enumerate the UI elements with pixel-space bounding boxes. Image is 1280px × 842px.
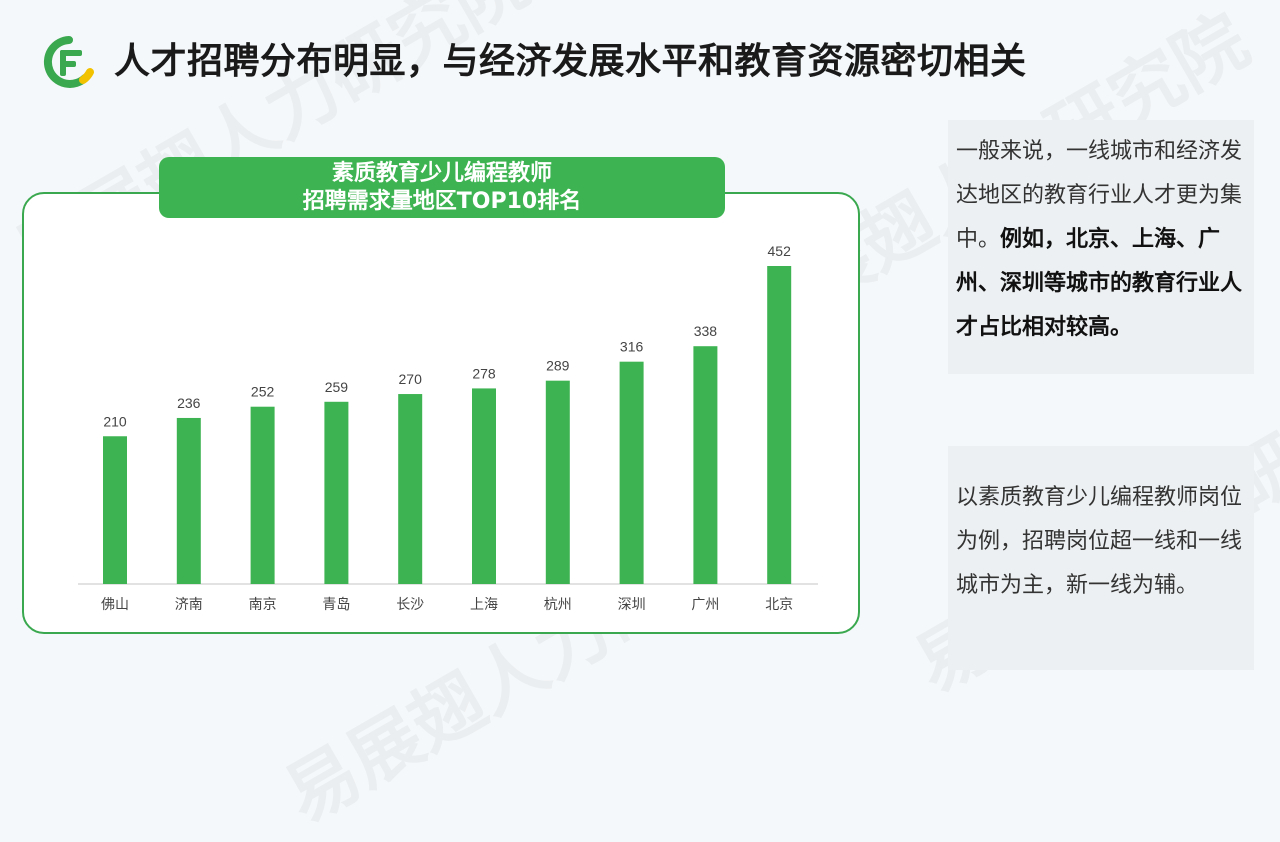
chart-title-line1: 素质教育少儿编程教师: [331, 161, 552, 186]
bar-2: [250, 406, 275, 584]
bar-value-label: 210: [103, 413, 127, 429]
x-tick-label: 青岛: [322, 597, 350, 613]
bar-value-label: 452: [768, 243, 792, 259]
x-tick-label: 济南: [175, 597, 203, 613]
bar-chart: 210 佛山 236 济南 252 南京 259 青岛 270 长沙 278 上海 289 杭州 316 深圳…: [78, 243, 818, 613]
x-tick-label: 长沙: [396, 597, 424, 613]
bar-0: [103, 436, 127, 584]
bar-6: [545, 380, 570, 584]
summary-panel: 一般来说，一线城市和经济发达地区的教育行业人才更为集中。例如，北京、上海、广州、…: [948, 120, 1254, 374]
bars-group: 210 佛山 236 济南 252 南京 259 青岛 270 长沙 278 上海 289 杭州 316 深圳…: [101, 243, 793, 613]
bar-value-label: 338: [694, 323, 718, 339]
summary-highlight-text: 例如，北京、上海、广州、深圳等城市的教育行业人才占比相对较高。: [956, 227, 1243, 340]
bar-value-label: 252: [251, 384, 275, 400]
bar-value-label: 270: [399, 371, 423, 387]
brand-logo-icon: [43, 36, 94, 88]
bar-value-label: 259: [325, 379, 349, 395]
page-title: 人才招聘分布明显，与经济发展水平和教育资源密切相关: [114, 41, 1027, 82]
summary-text: 一般来说，一线城市和经济发达地区的教育行业人才更为集中。: [956, 139, 1243, 252]
chart-frame: [22, 192, 860, 634]
bar-9: [767, 266, 792, 584]
bar-4: [398, 394, 423, 584]
bar-3: [324, 401, 349, 584]
x-tick-label: 北京: [765, 597, 793, 613]
x-tick-label: 深圳: [618, 597, 646, 613]
chart-title-banner: 素质教育少儿编程教师 招聘需求量地区TOP10排名: [159, 157, 725, 218]
x-tick-label: 杭州: [544, 597, 572, 613]
x-tick-label: 上海: [470, 597, 498, 613]
example-panel: 以素质教育少儿编程教师岗位为例，招聘岗位超一线和一线城市为主，新一线为辅。: [948, 446, 1254, 670]
bar-8: [693, 346, 718, 584]
bar-value-label: 316: [620, 339, 644, 355]
x-tick-label: 佛山: [101, 597, 129, 613]
bar-value-label: 236: [177, 395, 201, 411]
bar-5: [472, 388, 496, 584]
bar-value-label: 278: [472, 365, 496, 381]
bar-7: [619, 361, 644, 584]
chart-title-line2: 招聘需求量地区TOP10排名: [302, 189, 582, 214]
x-tick-label: 南京: [249, 597, 277, 613]
bar-1: [176, 417, 201, 584]
example-text: 以素质教育少儿编程教师岗位为例，招聘岗位超一线和一线城市为主，新一线为辅。: [956, 485, 1243, 598]
x-tick-label: 广州: [691, 597, 719, 613]
bar-value-label: 289: [546, 358, 570, 374]
